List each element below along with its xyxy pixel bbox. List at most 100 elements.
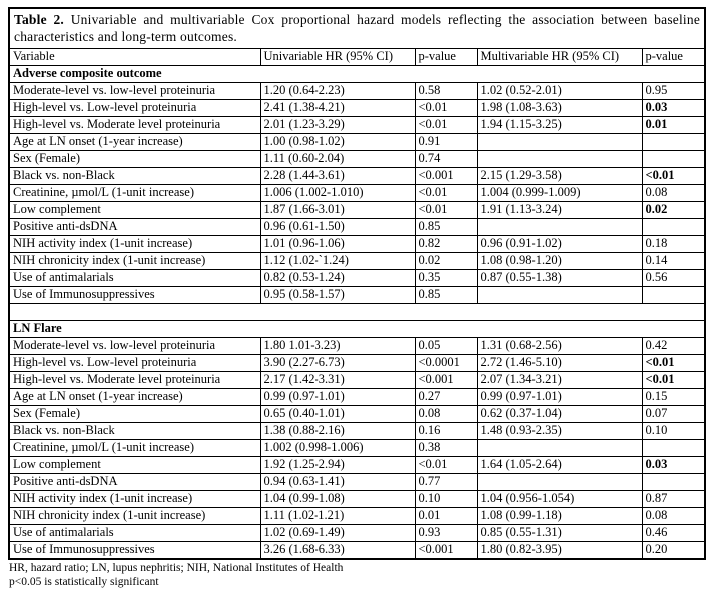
- univariable-pvalue-cell: 0.10: [414, 489, 478, 508]
- multivariable-hr-cell: 1.02 (0.52-2.01): [476, 81, 643, 100]
- table-row: Moderate-level vs. low-level proteinuria…: [8, 81, 706, 100]
- footnote-significance: p<0.05 is statistically significant: [9, 575, 159, 588]
- column-header-2: p-value: [414, 47, 478, 66]
- univariable-hr-cell: 1.20 (0.64-2.23): [259, 81, 416, 100]
- multivariable-hr-cell: 2.07 (1.34-3.21): [476, 370, 643, 389]
- table-row: Age at LN onset (1-year increase) 0.99 (0…: [8, 387, 706, 406]
- multivariable-pvalue-cell: 0.03: [641, 98, 706, 117]
- univariable-hr-cell: 1.01 (0.96-1.06): [259, 234, 416, 253]
- univariable-hr-cell: 1.92 (1.25-2.94): [259, 455, 416, 474]
- univariable-pvalue-cell: <0.001: [414, 370, 478, 389]
- table-row: High-level vs. Low-level proteinuria 3.90…: [8, 353, 706, 372]
- variable-cell: Low complement: [8, 200, 261, 219]
- multivariable-hr-cell: 1.98 (1.08-3.63): [476, 98, 643, 117]
- variable-cell: Creatinine, µmol/L (1-unit increase): [8, 438, 261, 457]
- multivariable-pvalue-cell: 0.02: [641, 200, 706, 219]
- section-header-row: Adverse composite outcome: [8, 64, 706, 83]
- univariable-hr-cell: 1.11 (0.60-2.04): [259, 149, 416, 168]
- multivariable-hr-cell: 1.80 (0.82-3.95): [476, 540, 643, 560]
- univariable-pvalue-cell: 0.27: [414, 387, 478, 406]
- univariable-hr-cell: 1.02 (0.69-1.49): [259, 523, 416, 542]
- column-header-4: p-value: [641, 47, 706, 66]
- variable-cell: Sex (Female): [8, 149, 261, 168]
- variable-cell: Use of Immunosuppressives: [8, 540, 261, 560]
- variable-cell: NIH chronicity index (1-unit increase): [8, 251, 261, 270]
- multivariable-hr-cell: 1.64 (1.05-2.64): [476, 455, 643, 474]
- univariable-pvalue-cell: 0.82: [414, 234, 478, 253]
- multivariable-pvalue-cell: 0.95: [641, 81, 706, 100]
- univariable-pvalue-cell: 0.58: [414, 81, 478, 100]
- univariable-hr-cell: 3.26 (1.68-6.33): [259, 540, 416, 560]
- multivariable-pvalue-cell: <0.01: [641, 353, 706, 372]
- variable-cell: High-level vs. Moderate level proteinuri…: [8, 370, 261, 389]
- univariable-pvalue-cell: 0.02: [414, 251, 478, 270]
- variable-cell: Age at LN onset (1-year increase): [8, 132, 261, 151]
- variable-cell: Use of antimalarials: [8, 268, 261, 287]
- univariable-hr-cell: 0.82 (0.53-1.24): [259, 268, 416, 287]
- univariable-hr-cell: 2.17 (1.42-3.31): [259, 370, 416, 389]
- column-header-1: Univariable HR (95% CI): [259, 47, 416, 66]
- univariable-pvalue-cell: 0.77: [414, 472, 478, 491]
- table-title: Table 2. Univariable and multivariable C…: [8, 7, 706, 49]
- multivariable-pvalue-cell: 0.42: [641, 336, 706, 355]
- footnote-abbreviations: HR, hazard ratio; LN, lupus nephritis; N…: [9, 561, 344, 574]
- multivariable-pvalue-cell: 0.03: [641, 455, 706, 474]
- multivariable-pvalue-cell: [641, 472, 706, 491]
- multivariable-hr-cell: 0.62 (0.37-1.04): [476, 404, 643, 423]
- multivariable-hr-cell: 1.004 (0.999-1.009): [476, 183, 643, 202]
- spacer-cell: [8, 302, 706, 321]
- univariable-pvalue-cell: 0.85: [414, 217, 478, 236]
- univariable-hr-cell: 1.12 (1.02-`1.24): [259, 251, 416, 270]
- multivariable-hr-cell: 1.04 (0.956-1.054): [476, 489, 643, 508]
- column-header-row: Variable Univariable HR (95% CI) p-value Mu…: [8, 47, 706, 66]
- table-row: NIH chronicity index (1-unit increase) 1.…: [8, 251, 706, 270]
- multivariable-hr-cell: [476, 472, 643, 491]
- multivariable-hr-cell: [476, 132, 643, 151]
- multivariable-hr-cell: 1.94 (1.15-3.25): [476, 115, 643, 134]
- multivariable-hr-cell: 2.15 (1.29-3.58): [476, 166, 643, 185]
- univariable-pvalue-cell: 0.01: [414, 506, 478, 525]
- variable-cell: Positive anti-dsDNA: [8, 472, 261, 491]
- univariable-pvalue-cell: <0.001: [414, 540, 478, 560]
- table-row: Use of Immunosuppressives 0.95 (0.58-1.57…: [8, 285, 706, 304]
- multivariable-hr-cell: [476, 149, 643, 168]
- univariable-hr-cell: 0.99 (0.97-1.01): [259, 387, 416, 406]
- multivariable-hr-cell: [476, 285, 643, 304]
- table-row: NIH activity index (1-unit increase) 1.01…: [8, 234, 706, 253]
- column-header-3: Multivariable HR (95% CI): [476, 47, 643, 66]
- multivariable-pvalue-cell: 0.08: [641, 183, 706, 202]
- variable-cell: Use of Immunosuppressives: [8, 285, 261, 304]
- univariable-pvalue-cell: 0.08: [414, 404, 478, 423]
- table-row: High-level vs. Moderate level proteinuri…: [8, 115, 706, 134]
- table-row: Creatinine, µmol/L (1-unit increase) 1.00…: [8, 438, 706, 457]
- table-row: Moderate-level vs. low-level proteinuria…: [8, 336, 706, 355]
- section-header: LN Flare: [8, 319, 706, 338]
- variable-cell: NIH activity index (1-unit increase): [8, 489, 261, 508]
- table-title-row: Table 2. Univariable and multivariable C…: [8, 7, 706, 49]
- multivariable-pvalue-cell: 0.10: [641, 421, 706, 440]
- univariable-hr-cell: 0.96 (0.61-1.50): [259, 217, 416, 236]
- column-header-0: Variable: [8, 47, 261, 66]
- univariable-hr-cell: 1.006 (1.002-1.010): [259, 183, 416, 202]
- table-row: Black vs. non-Black 2.28 (1.44-3.61) <0.00…: [8, 166, 706, 185]
- multivariable-hr-cell: 0.96 (0.91-1.02): [476, 234, 643, 253]
- table-title-text: Univariable and multivariable Cox propor…: [14, 12, 701, 45]
- univariable-hr-cell: 0.94 (0.63-1.41): [259, 472, 416, 491]
- variable-cell: Age at LN onset (1-year increase): [8, 387, 261, 406]
- multivariable-pvalue-cell: [641, 132, 706, 151]
- multivariable-hr-cell: 1.08 (0.98-1.20): [476, 251, 643, 270]
- univariable-hr-cell: 0.65 (0.40-1.01): [259, 404, 416, 423]
- section-header: Adverse composite outcome: [8, 64, 706, 83]
- univariable-hr-cell: 2.28 (1.44-3.61): [259, 166, 416, 185]
- section-spacer-row: [8, 302, 706, 321]
- univariable-hr-cell: 1.11 (1.02-1.21): [259, 506, 416, 525]
- univariable-pvalue-cell: 0.38: [414, 438, 478, 457]
- multivariable-hr-cell: [476, 217, 643, 236]
- multivariable-pvalue-cell: 0.46: [641, 523, 706, 542]
- table-row: Use of antimalarials 0.82 (0.53-1.24) 0.35…: [8, 268, 706, 287]
- variable-cell: High-level vs. Low-level proteinuria: [8, 98, 261, 117]
- univariable-pvalue-cell: <0.001: [414, 166, 478, 185]
- variable-cell: High-level vs. Low-level proteinuria: [8, 353, 261, 372]
- variable-cell: High-level vs. Moderate level proteinuri…: [8, 115, 261, 134]
- table-row: Use of antimalarials 1.02 (0.69-1.49) 0.93…: [8, 523, 706, 542]
